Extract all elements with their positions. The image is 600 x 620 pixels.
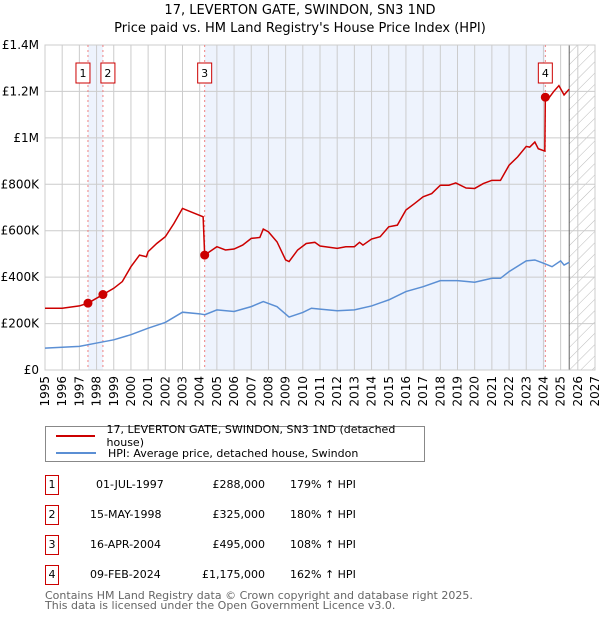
sale-row: 4 09-FEB-2024 £1,175,000 162% ↑ HPI bbox=[45, 565, 445, 585]
legend: 17, LEVERTON GATE, SWINDON, SN3 1ND (det… bbox=[45, 423, 425, 462]
x-tick-label: 1999 bbox=[107, 376, 121, 407]
sale-number-badge: 1 bbox=[45, 475, 59, 495]
x-tick-label: 2008 bbox=[261, 376, 275, 407]
x-tick-label: 2027 bbox=[588, 376, 600, 407]
shaded-period bbox=[87, 45, 103, 370]
y-tick-label: £1.2M bbox=[2, 84, 39, 98]
sale-number-badge: 2 bbox=[45, 505, 59, 525]
sale-number-badge: 4 bbox=[45, 565, 59, 585]
y-tick-label: £200K bbox=[1, 317, 41, 331]
footer-licence: This data is licensed under the Open Gov… bbox=[45, 599, 396, 612]
x-tick-label: 2020 bbox=[468, 376, 482, 407]
sale-hpi-change: 180% ↑ HPI bbox=[290, 508, 356, 521]
x-tick-label: 2000 bbox=[124, 376, 138, 407]
y-tick-label: £1M bbox=[13, 131, 39, 145]
sale-label: 1 bbox=[79, 67, 86, 80]
y-tick-label: £400K bbox=[1, 270, 41, 284]
sale-price: £288,000 bbox=[212, 478, 266, 491]
sale-date: 15-MAY-1998 bbox=[90, 508, 162, 521]
x-tick-label: 1996 bbox=[55, 376, 69, 407]
x-tick-label: 1997 bbox=[72, 376, 86, 407]
sale-row: 1 01-JUL-1997 £288,000 179% ↑ HPI bbox=[45, 475, 445, 495]
x-tick-label: 1998 bbox=[90, 376, 104, 407]
chart-title: 17, LEVERTON GATE, SWINDON, SN3 1ND bbox=[164, 3, 436, 18]
x-tick-label: 2004 bbox=[193, 376, 207, 407]
sale-label: 3 bbox=[201, 67, 208, 80]
sale-number-badge: 3 bbox=[45, 535, 59, 555]
sale-label-box bbox=[100, 62, 116, 84]
property-price-line bbox=[45, 84, 570, 309]
x-tick-label: 2022 bbox=[502, 376, 516, 407]
x-tick-label: 1995 bbox=[38, 376, 52, 407]
y-tick-label: £600K bbox=[1, 224, 41, 238]
price-chart: 1995 1996 1997 1998 1999 2000 2001 2002 2003 2004… bbox=[1, 38, 600, 407]
x-tick-label: 2019 bbox=[451, 376, 465, 407]
sale-label-box bbox=[197, 62, 213, 84]
x-tick-label: 2010 bbox=[296, 376, 310, 407]
x-tick-label: 2021 bbox=[485, 376, 499, 407]
sale-row: 3 16-APR-2004 £495,000 108% ↑ HPI bbox=[45, 535, 445, 555]
sale-date: 09-FEB-2024 bbox=[90, 568, 161, 581]
sale-hpi-change: 179% ↑ HPI bbox=[290, 478, 356, 491]
x-tick-label: 2012 bbox=[330, 376, 344, 407]
x-tick-label: 2001 bbox=[141, 376, 155, 407]
sale-price: £325,000 bbox=[212, 508, 266, 521]
red-line-swatch bbox=[56, 435, 95, 437]
sale-date: 16-APR-2004 bbox=[90, 538, 162, 551]
legend-item-property: 17, LEVERTON GATE, SWINDON, SN3 1ND (det… bbox=[56, 423, 424, 449]
y-tick-label: £800K bbox=[1, 177, 41, 191]
x-tick-label: 2011 bbox=[313, 376, 327, 407]
x-tick-label: 2018 bbox=[433, 376, 447, 407]
footer-copyright: Contains HM Land Registry data © Crown c… bbox=[45, 589, 473, 602]
plot-frame bbox=[44, 44, 596, 371]
x-tick-label: 2026 bbox=[571, 376, 585, 407]
x-tick-label: 2006 bbox=[227, 376, 241, 407]
y-tick-label: £1.4M bbox=[2, 38, 39, 52]
x-tick-label: 2005 bbox=[210, 376, 224, 407]
sale-point bbox=[200, 250, 210, 260]
shaded-period bbox=[204, 45, 546, 370]
sale-hpi-change: 162% ↑ HPI bbox=[290, 568, 356, 581]
chart-subtitle: Price paid vs. HM Land Registry's House … bbox=[114, 21, 486, 36]
x-tick-label: 2024 bbox=[536, 376, 550, 407]
sale-point bbox=[98, 290, 108, 300]
x-tick-label: 2016 bbox=[399, 376, 413, 407]
legend-label: HPI: Average price, detached house, Swin… bbox=[108, 446, 359, 460]
sale-row: 2 15-MAY-1998 £325,000 180% ↑ HPI bbox=[45, 505, 445, 525]
sale-price: £495,000 bbox=[212, 538, 266, 551]
x-tick-label: 2017 bbox=[416, 376, 430, 407]
sale-date: 01-JUL-1997 bbox=[96, 478, 164, 491]
x-tick-label: 2007 bbox=[244, 376, 258, 407]
forecast-hatch bbox=[569, 45, 595, 370]
x-tick-label: 2014 bbox=[365, 376, 379, 407]
x-tick-label: 2009 bbox=[279, 376, 293, 407]
sale-point bbox=[540, 92, 550, 102]
sale-label: 4 bbox=[542, 67, 549, 80]
x-tick-label: 2002 bbox=[158, 376, 172, 407]
sale-label: 2 bbox=[104, 67, 111, 80]
x-tick-label: 2025 bbox=[554, 376, 568, 407]
sale-hpi-change: 108% ↑ HPI bbox=[290, 538, 356, 551]
blue-line-swatch bbox=[56, 452, 96, 454]
x-tick-label: 2015 bbox=[382, 376, 396, 407]
x-tick-label: 2023 bbox=[519, 376, 533, 407]
legend-label: 17, LEVERTON GATE, SWINDON, SN3 1ND (det… bbox=[106, 423, 396, 449]
hpi-line bbox=[44, 259, 570, 349]
legend-item-hpi: HPI: Average price, detached house, Swin… bbox=[56, 445, 358, 461]
y-tick-label: £0 bbox=[24, 363, 39, 377]
sale-point bbox=[83, 298, 93, 308]
sale-price: £1,175,000 bbox=[202, 568, 265, 581]
x-tick-label: 2003 bbox=[176, 376, 190, 407]
sale-label-box bbox=[537, 62, 553, 84]
sale-label-box bbox=[75, 62, 91, 84]
x-tick-label: 2013 bbox=[347, 376, 361, 407]
